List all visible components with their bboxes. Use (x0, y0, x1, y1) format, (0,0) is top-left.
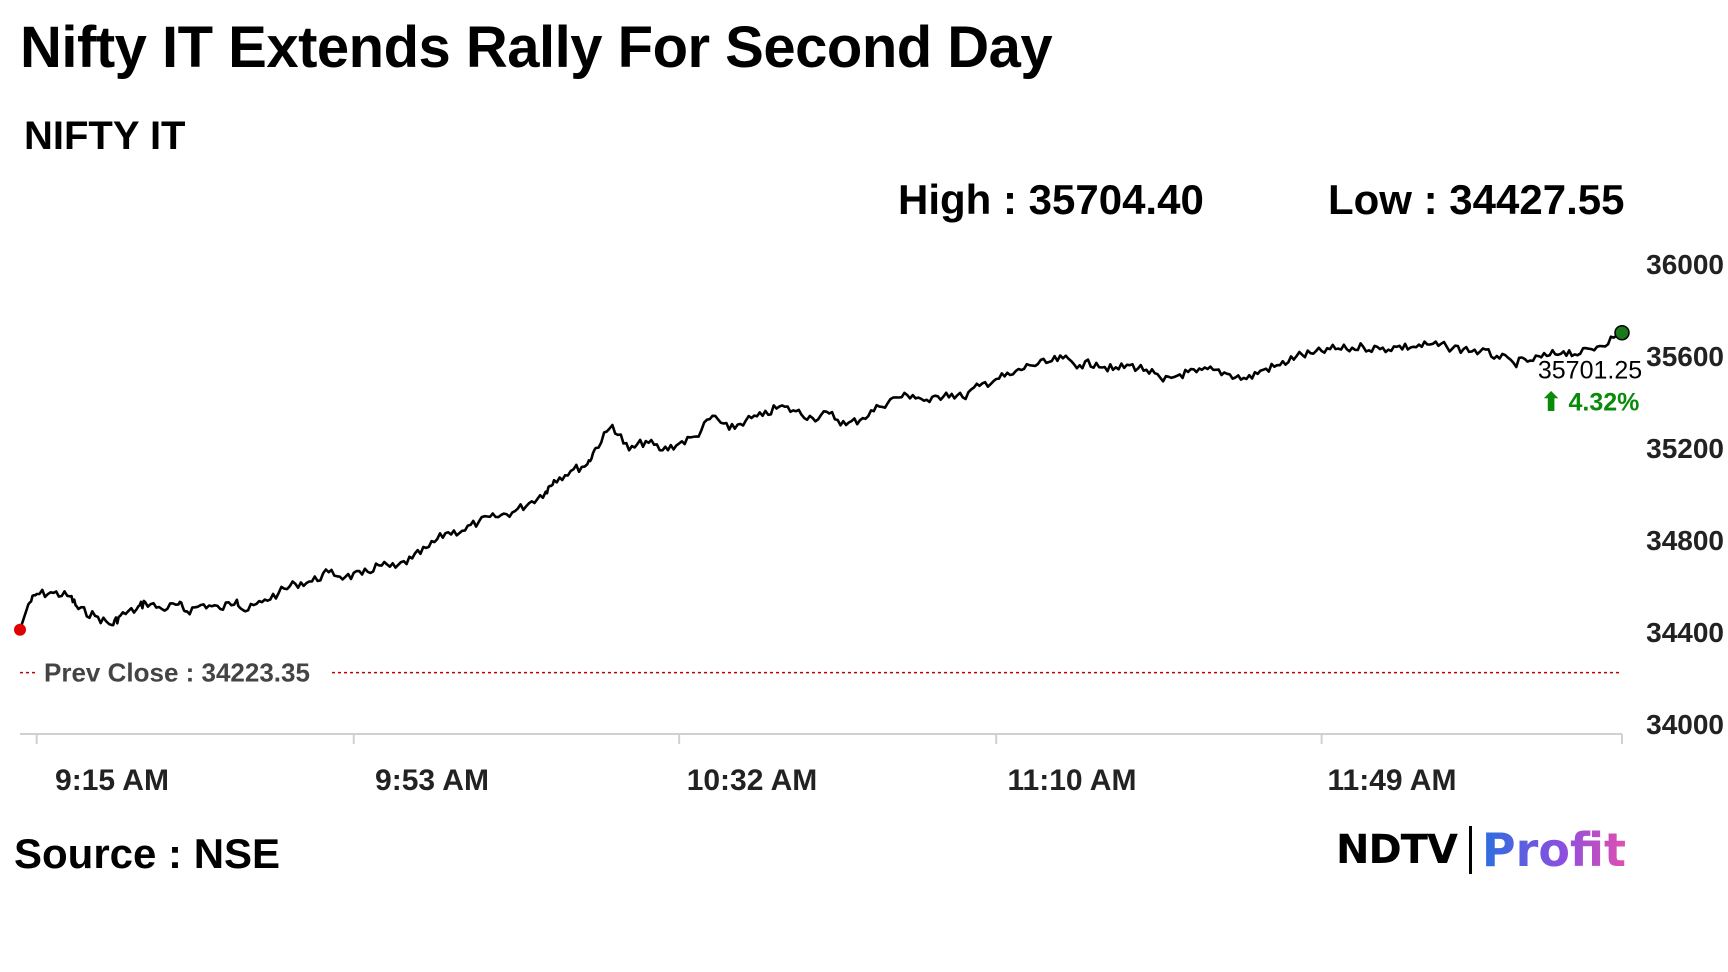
x-axis: 9:15 AM 9:53 AM 10:32 AM 11:10 AM 11:49 AM (20, 733, 1623, 797)
source-label: Source : NSE (14, 830, 281, 877)
change-label: ⬆ 4.32% (1541, 389, 1640, 417)
logo-divider (1468, 826, 1472, 874)
ndtv-profit-logo: NDTV Profit (1336, 822, 1626, 878)
end-marker (1614, 324, 1630, 341)
y-tick-label: 36000 (1646, 249, 1724, 280)
chart-subtitle: NIFTY IT (24, 114, 186, 158)
low-stat: Low : 34427.55 (1328, 176, 1625, 223)
prev-close-group: Prev Close : 34223.35 (20, 656, 1622, 689)
y-tick-label: 35200 (1646, 433, 1724, 464)
page-title: Nifty IT Extends Rally For Second Day (20, 15, 1053, 80)
y-tick-label: 34800 (1646, 525, 1724, 556)
y-tick-label: 34400 (1646, 617, 1724, 648)
last-value-label: 35701.25 (1538, 357, 1642, 385)
logo-ndtv: NDTV (1336, 827, 1458, 873)
start-marker (14, 623, 26, 636)
prev-close-label-bg (36, 656, 332, 689)
x-tick-label: 9:15 AM (55, 764, 169, 797)
x-tick-label: 10:32 AM (687, 764, 818, 797)
x-tick-label: 11:49 AM (1328, 764, 1457, 797)
prev-close-label: Prev Close : 34223.35 (44, 658, 310, 688)
x-tick-label: 9:53 AM (375, 764, 489, 797)
y-tick-label: 34000 (1646, 709, 1724, 740)
high-stat: High : 35704.40 (898, 176, 1204, 223)
x-tick-label: 11:10 AM (1008, 764, 1137, 797)
y-tick-label: 35600 (1646, 341, 1724, 372)
logo-profit: Profit (1481, 823, 1627, 877)
y-axis: 34000 34400 34800 35200 35600 36000 (1646, 249, 1724, 740)
series-line (18, 331, 1623, 631)
